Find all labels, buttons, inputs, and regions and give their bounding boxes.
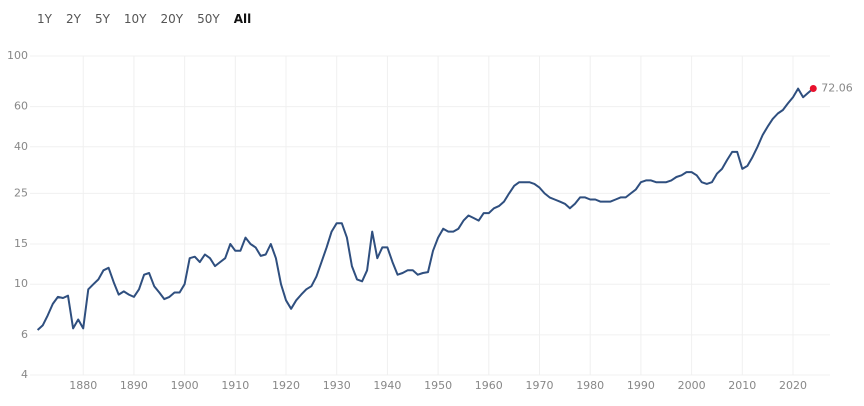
range-tab[interactable]: 1Y [37,12,52,26]
x-tick-label: 1980 [576,379,604,392]
x-tick-label: 2020 [779,379,807,392]
y-tick-label: 6 [21,328,28,341]
range-tab[interactable]: 10Y [123,12,147,26]
x-tick-label: 1880 [69,379,97,392]
x-tick-label: 1950 [424,379,452,392]
x-tick-label: 1970 [526,379,554,392]
x-tick-label: 2010 [728,379,756,392]
range-tab[interactable]: 20Y [160,12,184,26]
y-tick-label: 15 [14,237,28,250]
x-tick-label: 2000 [678,379,706,392]
x-tick-label: 1940 [373,379,401,392]
end-value-label: 72.06 [821,81,853,94]
x-tick-label: 1990 [627,379,655,392]
x-tick-label: 1910 [221,379,249,392]
y-tick-label: 100 [7,49,28,62]
x-tick-label: 1900 [171,379,199,392]
range-tab[interactable]: All [233,12,252,26]
y-tick-label: 60 [14,100,28,113]
y-tick-label: 4 [21,368,28,381]
end-point [809,84,817,92]
x-tick-label: 1890 [120,379,148,392]
range-tabs: 1Y 2Y 5Y 10Y 20Y 50Y All [30,10,258,28]
y-tick-label: 40 [14,140,28,153]
x-tick-label: 1920 [272,379,300,392]
y-tick-label: 10 [14,277,28,290]
range-tab[interactable]: 50Y [197,12,220,26]
range-tab[interactable]: 2Y [65,12,81,26]
x-tick-label: 1930 [323,379,351,392]
x-tick-label: 1960 [475,379,503,392]
y-tick-label: 25 [14,186,28,199]
line [36,87,814,331]
range-tab[interactable]: 5Y [94,12,110,26]
